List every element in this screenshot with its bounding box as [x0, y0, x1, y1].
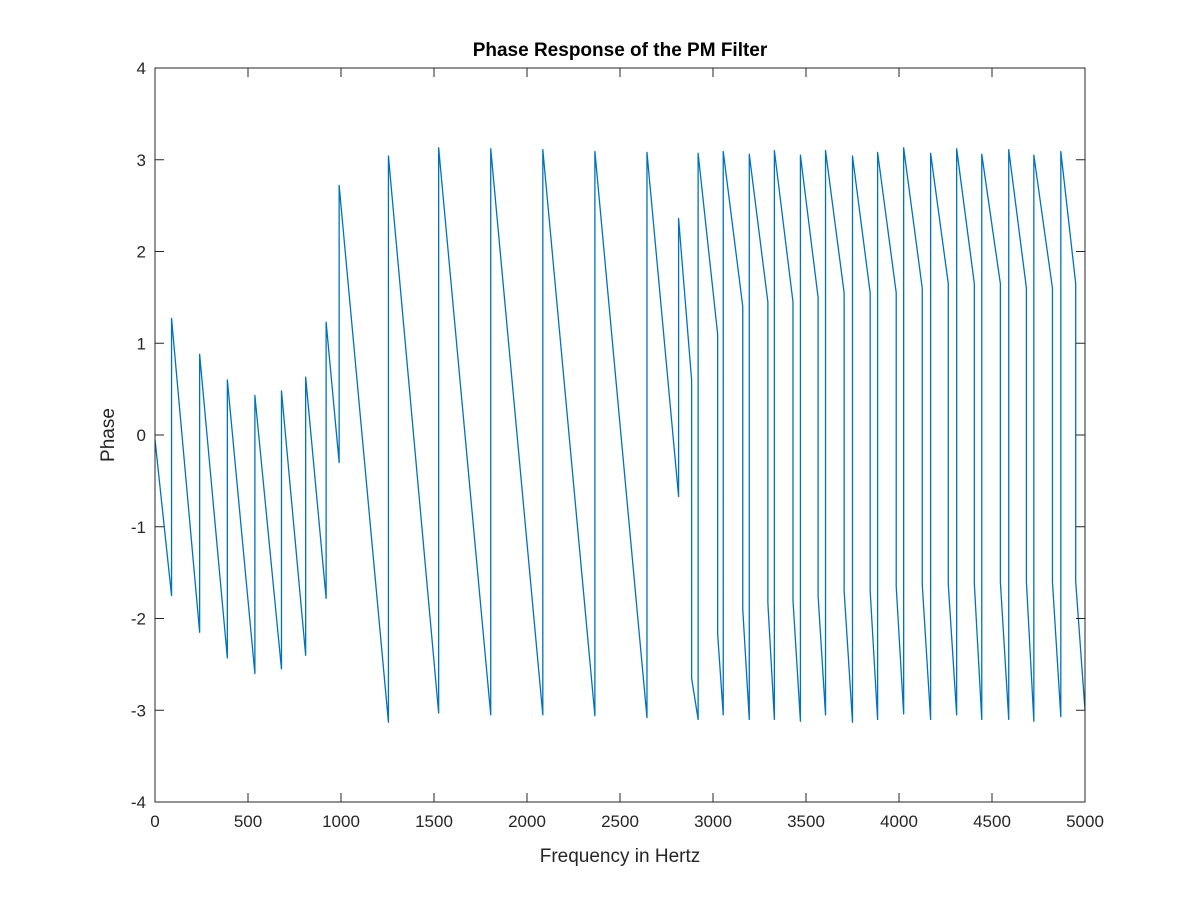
- y-tick-label: 0: [137, 426, 146, 445]
- series-line-0: [154, 147, 1086, 723]
- y-tick-label: 1: [137, 334, 146, 353]
- x-tick-label: 1000: [322, 812, 360, 831]
- x-tick-label: 3500: [787, 812, 825, 831]
- x-tick-label: 2000: [508, 812, 546, 831]
- axes-box: [154, 67, 1086, 803]
- y-tick-label: -4: [131, 793, 146, 812]
- y-tick-label: -3: [131, 701, 146, 720]
- y-tick-label: 4: [137, 59, 146, 78]
- x-tick-label: 2500: [601, 812, 639, 831]
- y-tick-label: -2: [131, 610, 146, 629]
- x-tick-label: 3000: [694, 812, 732, 831]
- x-tick-label: 4500: [973, 812, 1011, 831]
- y-axis-label: Phase: [98, 408, 119, 462]
- chart-title: Phase Response of the PM Filter: [473, 40, 768, 61]
- y-tick-label: 3: [137, 151, 146, 170]
- x-axis-label: Frequency in Hertz: [540, 846, 701, 867]
- x-tick-label: 1500: [415, 812, 453, 831]
- x-tick-label: 5000: [1066, 812, 1104, 831]
- ticks-layer: 0 500 1000 1500 2000 2500 3000 3500 4000 4500 5000…: [131, 59, 1104, 831]
- x-tick-label: 0: [150, 812, 159, 831]
- x-tick-label: 500: [234, 812, 262, 831]
- series-layer: [154, 147, 1086, 723]
- y-tick-label: -1: [131, 518, 146, 537]
- y-tick-label: 2: [137, 243, 146, 262]
- plot-area: [155, 68, 1085, 802]
- x-tick-label: 4000: [880, 812, 918, 831]
